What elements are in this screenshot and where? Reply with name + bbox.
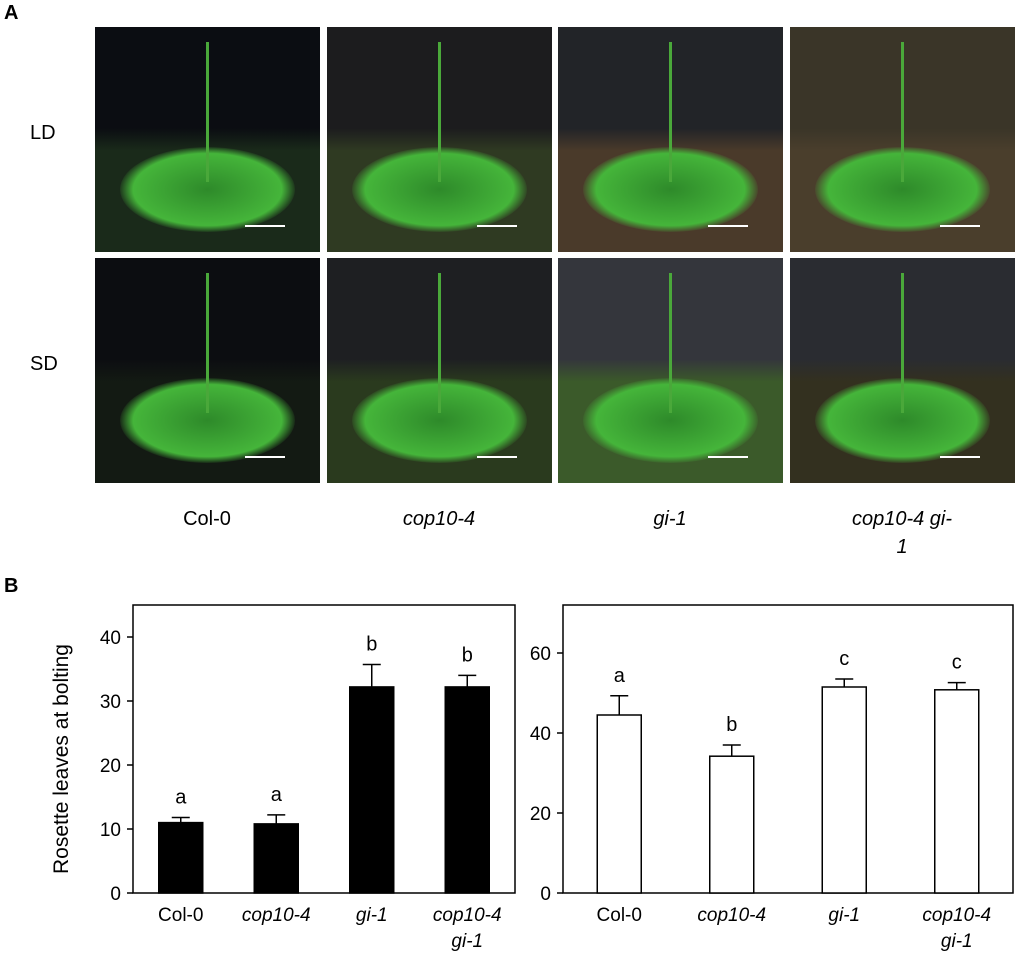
column-label: Col-0 [183, 508, 231, 530]
bar [253, 823, 299, 894]
stem [669, 273, 672, 413]
panel-label: B [4, 575, 19, 597]
y-tick-label: 60 [530, 644, 551, 665]
significance-letter: a [175, 786, 187, 808]
y-tick-label: 40 [530, 724, 551, 745]
y-tick-label: 40 [100, 628, 121, 649]
bar [596, 714, 642, 894]
panel-label: A [4, 2, 19, 24]
scale-bar [477, 456, 517, 458]
x-tick-label: cop10-4 gi-1 [922, 905, 992, 952]
plant-photo [327, 258, 552, 483]
plant-photo [327, 27, 552, 252]
scale-bar [245, 456, 285, 458]
bar [934, 689, 980, 894]
scale-bar [477, 225, 517, 227]
bar [444, 686, 490, 894]
scale-bar [708, 456, 748, 458]
plant-photo [558, 27, 783, 252]
plant-photo [95, 258, 320, 483]
column-label: cop10-4 [402, 508, 476, 530]
x-tick-label: gi-1 [355, 905, 388, 926]
x-tick-label: cop10-4 [241, 905, 311, 926]
x-tick-label: cop10-4 gi-1 [432, 905, 502, 952]
row-label: SD [30, 353, 58, 375]
x-tick-label: cop10-4 [697, 905, 767, 926]
y-tick-label: 20 [100, 756, 121, 777]
plant-photo [95, 27, 320, 252]
plot-frame [562, 604, 1014, 894]
y-tick-label: 0 [110, 884, 121, 905]
x-tick-label: Col-0 [596, 905, 642, 926]
significance-letter: b [462, 644, 473, 666]
y-tick-label: 30 [100, 692, 121, 713]
y-tick-label: 0 [540, 884, 551, 905]
scale-bar [245, 225, 285, 227]
significance-letter: b [726, 714, 737, 736]
scale-bar [940, 456, 980, 458]
significance-letter: a [614, 665, 626, 687]
row-label: LD [30, 122, 56, 144]
stem [438, 42, 441, 182]
bar [349, 686, 395, 894]
stem [669, 42, 672, 182]
bar [158, 821, 204, 894]
stem [438, 273, 441, 413]
stem [206, 273, 209, 413]
stem [901, 42, 904, 182]
y-tick-label: 10 [100, 820, 121, 841]
y-tick-label: 20 [530, 804, 551, 825]
plant-photo [558, 258, 783, 483]
x-tick-label: gi-1 [828, 905, 861, 926]
scale-bar [940, 225, 980, 227]
plant-photo [790, 258, 1015, 483]
significance-letter: a [271, 784, 283, 806]
bar [821, 686, 867, 894]
plot-frame [132, 604, 516, 894]
column-label: cop10-4 gi-1 [851, 508, 953, 558]
plant-photo [790, 27, 1015, 252]
bar [709, 755, 755, 894]
significance-letter: b [366, 634, 377, 656]
x-tick-label: Col-0 [158, 905, 204, 926]
significance-letter: c [839, 648, 849, 670]
stem [901, 273, 904, 413]
scale-bar [708, 225, 748, 227]
column-label: gi-1 [653, 508, 687, 530]
significance-letter: c [952, 652, 962, 674]
stem [206, 42, 209, 182]
y-axis-label: Rosette leaves at bolting [50, 644, 73, 874]
